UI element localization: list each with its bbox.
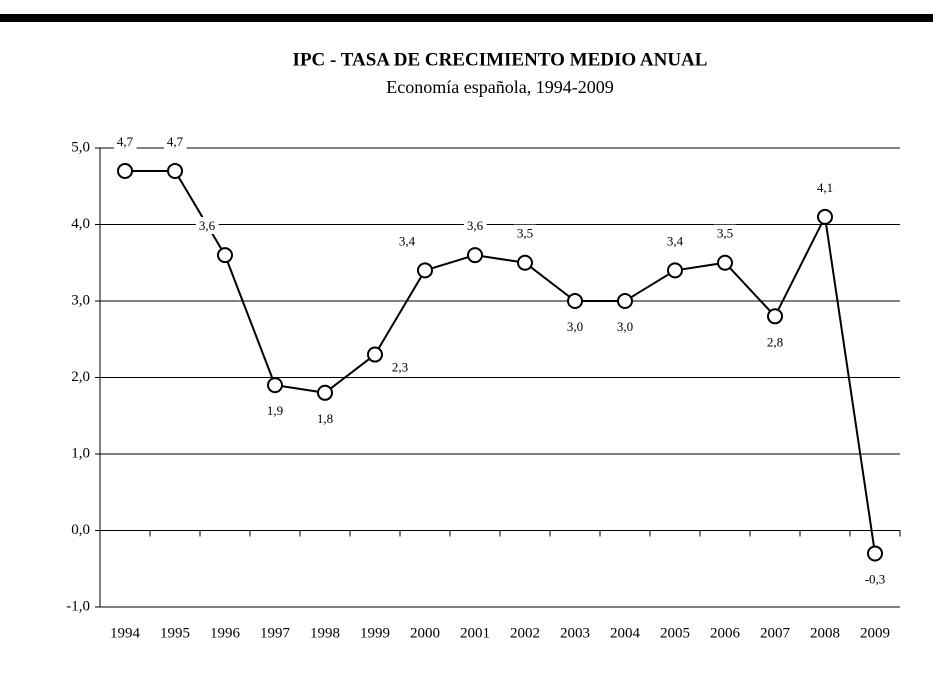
data-label: 3,0 bbox=[617, 319, 633, 334]
x-tick-label: 2004 bbox=[610, 625, 641, 641]
x-tick-label: 2000 bbox=[410, 625, 440, 641]
x-tick-label: 2001 bbox=[460, 625, 490, 641]
data-label: 3,0 bbox=[567, 319, 583, 334]
data-label: 1,8 bbox=[317, 411, 333, 426]
marker bbox=[617, 293, 633, 309]
marker bbox=[117, 162, 133, 179]
y-tick-label: 4,0 bbox=[71, 216, 90, 232]
data-label: -0,3 bbox=[865, 571, 886, 586]
data-label: 3,5 bbox=[717, 226, 733, 241]
data-label: 4,7 bbox=[117, 134, 134, 149]
data-label: 4,7 bbox=[167, 134, 184, 149]
label-bg bbox=[563, 317, 587, 335]
marker bbox=[317, 384, 333, 401]
y-tick-label: 3,0 bbox=[71, 292, 90, 308]
y-tick-label: 1,0 bbox=[71, 445, 90, 461]
x-tick-label: 2005 bbox=[660, 625, 690, 641]
marker bbox=[667, 262, 683, 279]
marker bbox=[467, 247, 483, 264]
x-tick-label: 1996 bbox=[210, 625, 241, 641]
x-tick-label: 1994 bbox=[110, 625, 141, 641]
x-tick-label: 2009 bbox=[860, 625, 890, 641]
y-tick-label: 5,0 bbox=[71, 139, 90, 155]
y-tick-label: -1,0 bbox=[66, 598, 90, 614]
line bbox=[125, 169, 876, 554]
marker bbox=[767, 308, 783, 325]
x-tick-label: 2003 bbox=[560, 625, 590, 641]
marker bbox=[417, 262, 433, 279]
marker bbox=[367, 346, 383, 363]
x-tick-label: 1997 bbox=[260, 625, 291, 641]
x-tick-label: 2006 bbox=[710, 625, 741, 641]
x-tick-label: 2002 bbox=[510, 625, 540, 641]
data-label: 2,8 bbox=[767, 334, 783, 349]
label-bg bbox=[195, 217, 219, 235]
data-label: 4,1 bbox=[817, 180, 833, 195]
marker bbox=[567, 293, 583, 309]
label-bg bbox=[113, 132, 137, 150]
header-bar bbox=[0, 14, 933, 22]
label-bg bbox=[663, 232, 687, 250]
data-label: 2,3 bbox=[392, 360, 408, 375]
x-tick-label: 2008 bbox=[810, 625, 840, 641]
y-tick-label: 2,0 bbox=[71, 369, 90, 385]
marker bbox=[867, 545, 883, 562]
x-tick-label: 1998 bbox=[310, 625, 340, 641]
data-label: 3,6 bbox=[199, 218, 216, 233]
data-label: 3,4 bbox=[399, 233, 416, 248]
label-bg bbox=[763, 333, 787, 351]
data-label: 3,5 bbox=[517, 226, 533, 241]
x-tick-label: 1995 bbox=[160, 625, 190, 641]
data-label: 3,4 bbox=[667, 233, 684, 248]
label-bg bbox=[813, 178, 837, 196]
data-label: 1,9 bbox=[267, 403, 283, 418]
label-bg bbox=[263, 402, 287, 420]
marker bbox=[517, 254, 533, 271]
chart-title: IPC - TASA DE CRECIMIENTO MEDIO ANUAL bbox=[293, 49, 708, 70]
label-bg bbox=[163, 132, 187, 150]
label-bg bbox=[861, 570, 889, 588]
label-bg bbox=[395, 232, 419, 250]
marker bbox=[817, 208, 833, 225]
label-bg bbox=[463, 217, 487, 235]
label-bg bbox=[713, 224, 737, 242]
marker bbox=[717, 254, 733, 271]
marker bbox=[267, 377, 283, 394]
data-label: 3,6 bbox=[467, 218, 484, 233]
label-bg bbox=[613, 317, 637, 335]
label-bg bbox=[388, 358, 412, 376]
label-bg bbox=[513, 224, 537, 242]
x-tick-label: 2007 bbox=[760, 625, 791, 641]
y-tick-label: 0,0 bbox=[71, 522, 90, 538]
chart-subtitle: Economía española, 1994-2009 bbox=[386, 77, 613, 97]
marker bbox=[217, 247, 233, 264]
marker bbox=[167, 162, 183, 179]
x-tick-label: 1999 bbox=[360, 625, 390, 641]
label-bg bbox=[313, 409, 337, 427]
